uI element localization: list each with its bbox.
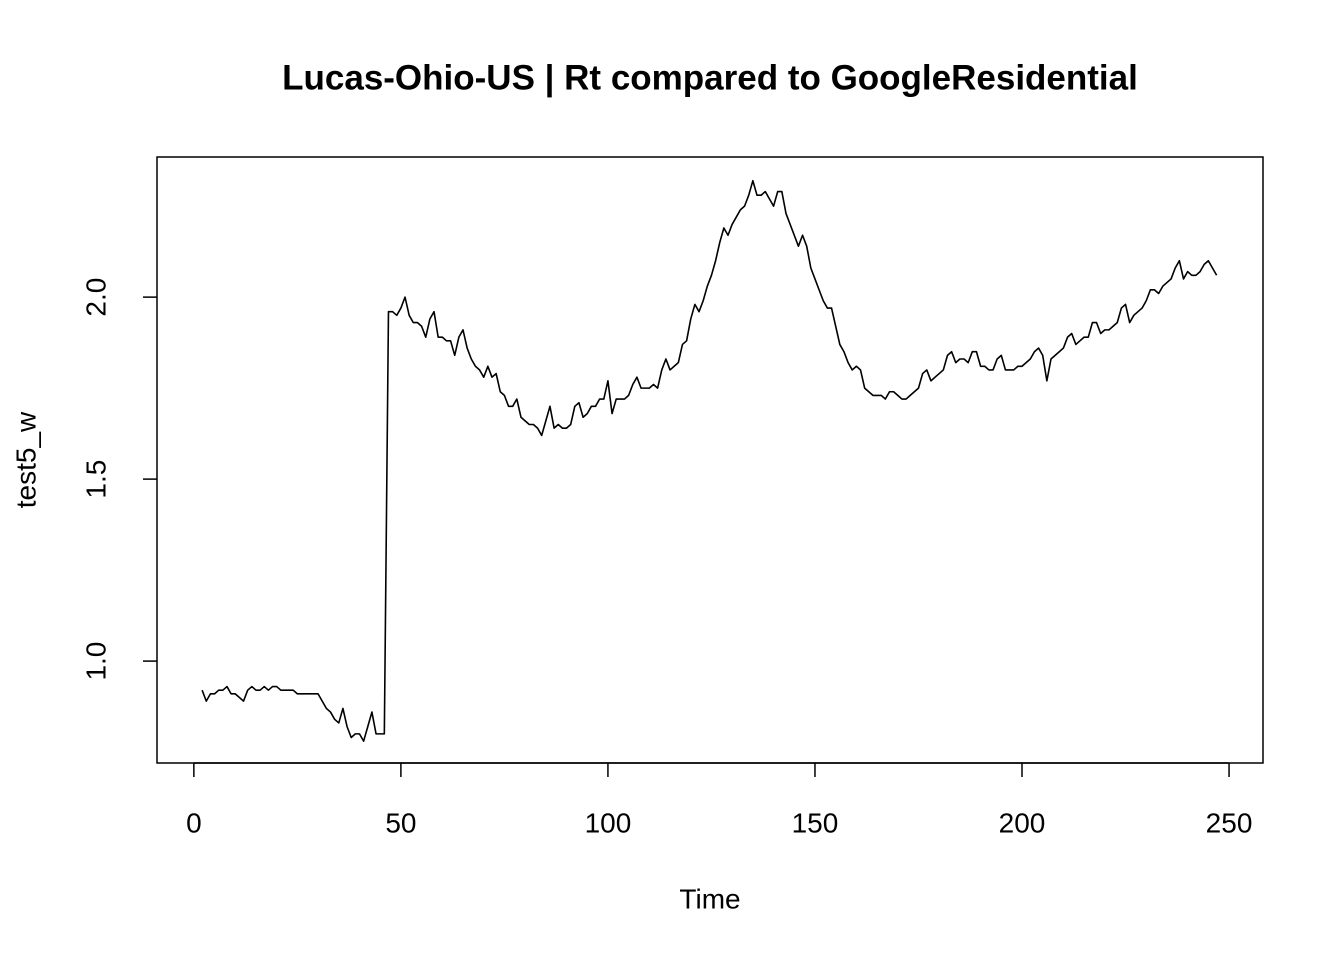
x-tick-label: 100	[585, 807, 632, 838]
x-tick-label: 200	[999, 807, 1046, 838]
chart-title: Lucas-Ohio-US | Rt compared to GoogleRes…	[282, 58, 1138, 97]
y-tick-label: 2.0	[80, 278, 111, 317]
y-tick-label: 1.0	[80, 642, 111, 681]
x-axis-label: Time	[679, 883, 740, 914]
x-tick-label: 250	[1206, 807, 1253, 838]
y-axis-label: test5_w	[10, 411, 41, 508]
x-tick-label: 0	[186, 807, 202, 838]
x-tick-label: 50	[385, 807, 416, 838]
data-line	[201, 179, 1218, 742]
y-tick-label: 1.5	[80, 460, 111, 499]
x-tick-label: 150	[792, 807, 839, 838]
